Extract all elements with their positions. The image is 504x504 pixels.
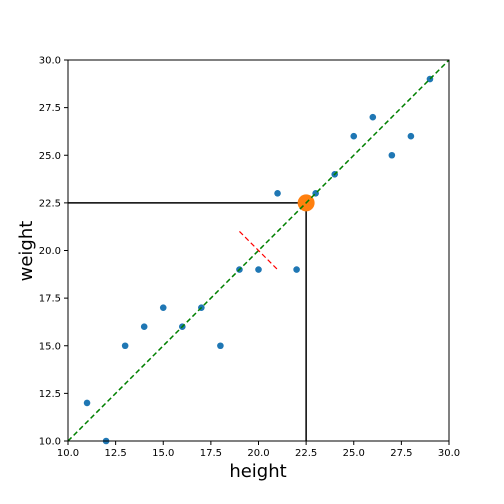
residual-line [239, 231, 278, 270]
x-tick-label: 22.5 [295, 448, 317, 459]
y-tick-label: 27.5 [39, 103, 61, 114]
x-tick-label: 20.0 [247, 448, 269, 459]
data-point-17 [388, 151, 396, 159]
x-tick-label: 30.0 [438, 448, 460, 459]
data-point-3 [121, 342, 129, 350]
y-tick-label: 15.0 [39, 341, 61, 352]
y-tick-label: 25.0 [39, 151, 61, 162]
y-tick-label: 20.0 [39, 246, 61, 257]
y-axis-ticks: 10.0 12.5 15.0 17.5 20.0 22.5 25.0 27.5 30.0 [39, 56, 68, 448]
y-tick-label: 10.0 [39, 437, 61, 448]
x-tick-label: 17.5 [200, 448, 222, 459]
x-tick-label: 15.0 [152, 448, 174, 459]
fit-line [67, 59, 450, 442]
x-axis-ticks: 10.0 12.5 15.0 17.5 20.0 22.5 25.0 27.5 30.0 [57, 441, 460, 459]
y-tick-label: 12.5 [39, 389, 61, 400]
data-point-16 [369, 113, 377, 121]
data-point-18 [407, 132, 415, 140]
data-point-1 [83, 399, 91, 407]
x-tick-label: 27.5 [390, 448, 412, 459]
x-tick-label: 12.5 [104, 448, 126, 459]
plot-content [67, 59, 450, 445]
data-point-4 [140, 323, 148, 331]
data-point-11 [274, 190, 281, 197]
data-point-12 [293, 266, 300, 273]
data-point-5 [159, 304, 167, 311]
y-axis-title: weight [16, 221, 37, 282]
x-tick-label: 10.0 [57, 448, 79, 459]
data-point-15 [350, 132, 358, 140]
data-point-8 [217, 342, 224, 350]
x-tick-label: 25.0 [343, 448, 365, 459]
y-tick-label: 22.5 [39, 198, 61, 209]
y-tick-label: 30.0 [39, 56, 61, 67]
data-point-10 [255, 266, 262, 273]
x-axis-title: height [229, 461, 286, 482]
y-tick-label: 17.5 [39, 294, 61, 305]
